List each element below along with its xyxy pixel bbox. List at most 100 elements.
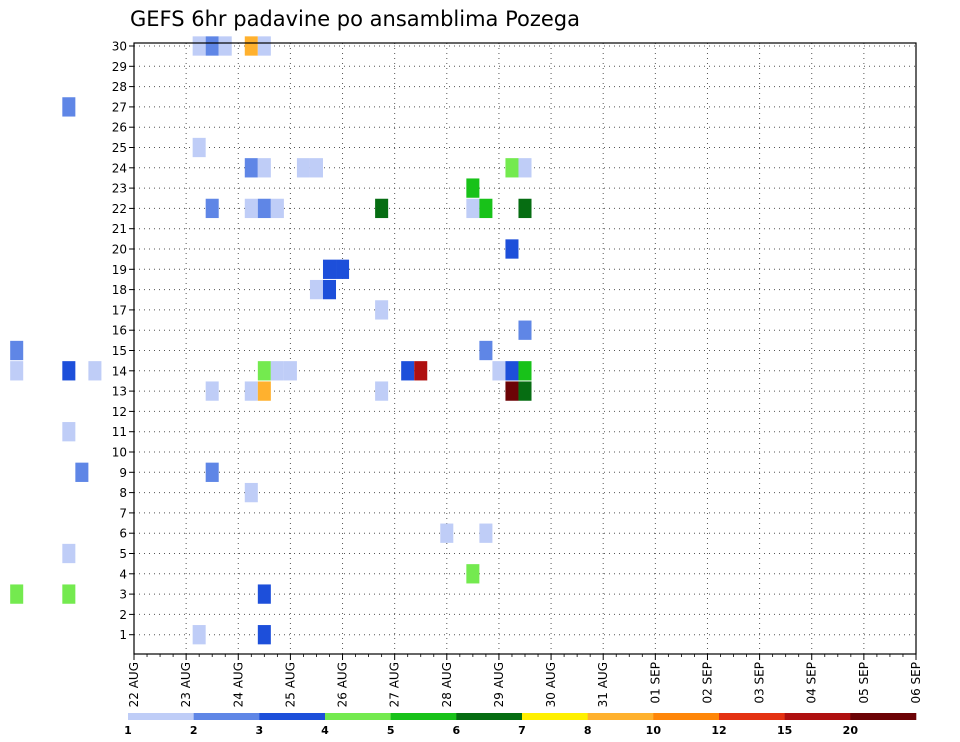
y-axis: 1234567891011121314151617181920212223242… — [112, 40, 134, 642]
y-tick-label: 29 — [112, 60, 127, 74]
y-tick-label: 27 — [112, 100, 127, 114]
y-tick-label: 20 — [112, 243, 127, 257]
colorbar-label: 15 — [777, 724, 792, 737]
data-cell — [296, 158, 310, 178]
data-cell — [192, 137, 206, 158]
data-cell — [492, 361, 506, 381]
y-tick-label: 5 — [119, 547, 127, 561]
x-tick-label: 01 SEP — [648, 662, 662, 704]
data-cell — [62, 422, 76, 442]
data-cell — [62, 97, 76, 117]
data-cell — [518, 158, 532, 178]
data-cell — [466, 178, 480, 198]
data-cell — [244, 482, 258, 503]
colorbar-swatch — [653, 713, 720, 720]
data-cell — [375, 381, 389, 401]
y-tick-label: 12 — [112, 405, 127, 419]
data-cell — [257, 381, 271, 401]
chart-title: GEFS 6hr padavine po ansamblima Pozega — [130, 7, 580, 31]
colorbar-label: 2 — [190, 724, 198, 737]
colorbar-swatch — [128, 713, 194, 720]
data-cell — [309, 158, 323, 178]
data-cell — [322, 279, 337, 300]
y-tick-label: 8 — [119, 486, 127, 500]
x-tick-label: 22 AUG — [127, 662, 141, 707]
data-cell — [257, 584, 271, 604]
data-cell — [257, 625, 271, 645]
data-cell — [192, 36, 206, 56]
colorbar-label: 6 — [453, 724, 461, 737]
x-tick-label: 26 AUG — [336, 662, 350, 707]
y-tick-label: 13 — [112, 385, 127, 399]
y-tick-label: 15 — [112, 344, 127, 358]
data-cell — [257, 158, 271, 178]
colorbar-swatch — [587, 713, 654, 720]
data-cell — [505, 158, 519, 178]
data-cell — [244, 158, 258, 178]
x-tick-label: 27 AUG — [388, 662, 402, 707]
y-tick-label: 11 — [112, 425, 127, 439]
x-tick-label: 06 SEP — [909, 662, 923, 704]
data-cell — [466, 198, 480, 219]
x-tick-label: 05 SEP — [857, 662, 871, 704]
data-cell — [205, 381, 219, 401]
data-cell — [10, 584, 24, 604]
data-cell — [283, 361, 297, 381]
data-cell — [414, 361, 428, 381]
data-cell — [375, 198, 389, 219]
x-tick-label: 03 SEP — [753, 662, 767, 704]
data-cell — [218, 36, 232, 56]
data-cell — [244, 381, 258, 401]
y-tick-label: 24 — [112, 161, 127, 175]
x-tick-label: 04 SEP — [805, 662, 819, 704]
y-tick-label: 28 — [112, 80, 127, 94]
y-tick-label: 23 — [112, 182, 127, 196]
x-tick-label: 28 AUG — [440, 662, 454, 707]
colorbar-label: 10 — [646, 724, 662, 737]
data-cell — [518, 198, 532, 219]
y-tick-label: 3 — [119, 588, 127, 602]
colorbar-swatch — [719, 713, 785, 720]
y-tick-label: 2 — [119, 608, 127, 622]
colorbar-label: 12 — [711, 724, 726, 737]
y-tick-label: 30 — [112, 40, 127, 54]
colorbar-label: 3 — [256, 724, 264, 737]
data-cell — [257, 198, 271, 219]
y-tick-label: 18 — [112, 283, 127, 297]
colorbar-label: 1 — [124, 724, 132, 737]
colorbar-swatch — [259, 713, 326, 720]
data-cell — [518, 381, 532, 401]
x-tick-label: 29 AUG — [492, 662, 506, 707]
y-tick-label: 4 — [119, 567, 127, 581]
data-cell — [518, 361, 532, 381]
x-tick-label: 24 AUG — [231, 662, 245, 707]
y-tick-label: 9 — [119, 466, 127, 480]
y-tick-label: 17 — [112, 303, 127, 317]
data-cell — [257, 36, 271, 56]
data-cell — [62, 543, 76, 564]
data-cell — [244, 36, 258, 56]
y-tick-label: 22 — [112, 202, 127, 216]
colorbar-swatch — [784, 713, 851, 720]
colorbar-swatch — [850, 713, 917, 720]
y-tick-label: 1 — [119, 628, 127, 642]
plot-frame — [133, 42, 917, 655]
colorbar-swatch — [325, 713, 391, 720]
y-tick-label: 10 — [112, 446, 127, 460]
data-cell — [336, 259, 350, 279]
data-cell — [270, 361, 284, 381]
data-cell — [244, 198, 258, 219]
y-tick-label: 21 — [112, 222, 127, 236]
data-cell — [466, 564, 480, 584]
colorbar: 1 2 3 4 5 6 7 8 10 12 15 20 — [124, 713, 917, 737]
data-cell — [75, 462, 89, 482]
data-cell — [62, 584, 76, 604]
data-cell — [205, 36, 219, 56]
data-cell — [322, 259, 337, 279]
x-tick-label: 30 AUG — [544, 662, 558, 707]
data-cell — [479, 340, 493, 361]
y-tick-label: 14 — [112, 364, 127, 378]
data-cell — [505, 361, 519, 381]
data-cell — [257, 361, 271, 381]
y-tick-label: 16 — [112, 324, 127, 338]
